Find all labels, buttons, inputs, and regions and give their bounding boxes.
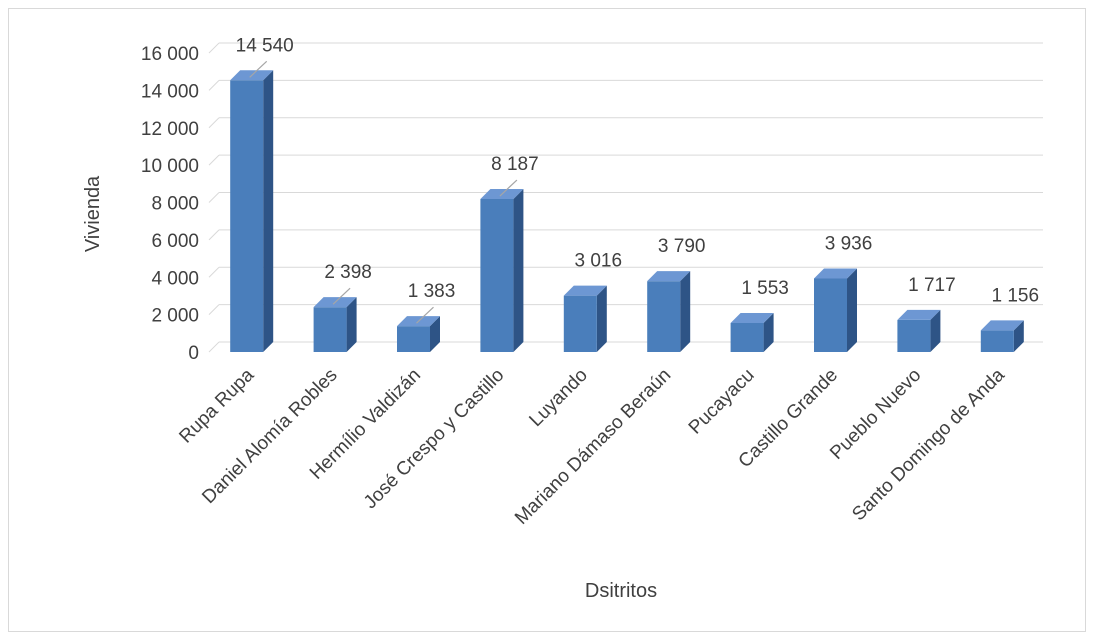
bar-side: [513, 189, 524, 352]
leader-line: [249, 60, 268, 78]
data-label: 1 383: [408, 281, 456, 302]
data-label: 1 156: [992, 285, 1040, 306]
y-tick-label: 12 000: [141, 119, 199, 140]
y-tick-label: 4 000: [151, 268, 199, 289]
gridline-diagonal: [208, 341, 220, 353]
y-tick-label: 16 000: [141, 44, 199, 65]
leader-line: [332, 287, 351, 305]
bar-side: [596, 285, 607, 352]
x-tick-label: Santo Domingo de Anda: [848, 364, 1009, 525]
x-axis-title: Dsitritos: [585, 580, 657, 602]
x-tick-label: Pucayacu: [685, 365, 759, 439]
bar-side: [847, 268, 857, 352]
bar: [647, 281, 681, 352]
bar-top: [897, 309, 941, 320]
x-tick-label: Luyando: [525, 365, 591, 431]
leader-line: [499, 179, 518, 197]
x-tick-label: Mariano Dámaso Beraún: [511, 365, 675, 529]
bar: [313, 307, 347, 352]
gridline-diagonal: [208, 304, 220, 315]
bar-side: [930, 309, 941, 352]
gridline-diagonal: [208, 42, 220, 54]
bar-top: [980, 320, 1024, 331]
bar: [397, 326, 430, 352]
y-tick-label: 14 000: [141, 81, 199, 102]
leader-lines: [249, 60, 518, 324]
data-labels: 14 540 2 398 1 383 8 187 3 016 3 790 1 553 3 93…: [236, 35, 1039, 306]
gridline-diagonal: [208, 192, 220, 203]
bar: [563, 295, 597, 352]
x-tick-label: Daniel Alomía Robles: [198, 365, 341, 508]
gridline-diagonal: [208, 117, 220, 129]
bar-top: [730, 312, 774, 323]
y-tick-label: 6 000: [151, 231, 199, 252]
bar: [980, 330, 1014, 352]
y-tick-label: 10 000: [141, 156, 199, 177]
data-label: 1 553: [741, 278, 789, 299]
y-axis-title: Vivienda: [82, 175, 104, 252]
gridline-diagonal: [208, 266, 220, 278]
bar-side: [1013, 320, 1024, 352]
leader-line: [416, 306, 434, 324]
bar-side: [263, 70, 274, 352]
y-axis-tick-labels: 0 2 000 4 000 6 000 8 000 10 000 12 000 14 000 1…: [141, 44, 199, 364]
data-label: 8 187: [491, 154, 539, 175]
bar-side: [430, 316, 440, 352]
bar-top: [563, 285, 607, 296]
bars: [230, 70, 1024, 352]
data-label: 1 717: [908, 275, 956, 296]
data-label: 2 398: [324, 262, 372, 283]
bar-top: [647, 271, 691, 282]
data-label: 3 016: [575, 251, 623, 272]
data-label: 3 936: [825, 233, 873, 254]
x-tick-label: Rupa Rupa: [175, 364, 258, 447]
y-tick-label: 0: [188, 343, 199, 364]
bar-side: [346, 297, 357, 352]
data-label: 14 540: [236, 35, 294, 56]
gridline-diagonal: [208, 154, 220, 166]
bar: [897, 319, 931, 352]
bar-side: [680, 271, 691, 352]
bar-top: [814, 268, 857, 279]
bar-chart: 0 2 000 4 000 6 000 8 000 10 000 12 000 14 000 1…: [82, 35, 1043, 602]
bar: [730, 322, 764, 352]
x-tick-label: José Crespo y Castillo: [360, 365, 509, 514]
bar: [230, 80, 264, 352]
bar: [480, 199, 514, 352]
bar: [814, 278, 847, 352]
y-tick-label: 2 000: [151, 306, 199, 327]
chart-frame: 0 2 000 4 000 6 000 8 000 10 000 12 000 14 000 1…: [8, 8, 1086, 632]
gridlines: [208, 42, 1043, 353]
gridline-diagonal: [208, 229, 220, 241]
gridline-diagonal: [208, 80, 220, 91]
bar-side: [763, 312, 774, 352]
data-label: 3 790: [658, 236, 706, 257]
y-tick-label: 8 000: [151, 194, 199, 215]
